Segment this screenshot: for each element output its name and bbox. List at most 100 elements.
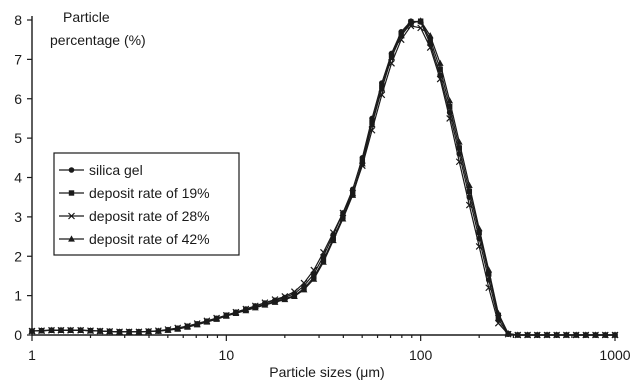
y-tick-label: 1 [14, 288, 22, 304]
data-point [48, 326, 55, 333]
data-point [426, 44, 434, 51]
y-tick-label: 3 [14, 209, 22, 225]
data-point [368, 120, 376, 127]
data-point [475, 225, 483, 232]
data-point [494, 309, 502, 316]
data-point [417, 17, 425, 24]
data-point [437, 66, 443, 72]
data-point [494, 319, 502, 327]
data-point [96, 327, 104, 334]
x-tick-label: 10 [219, 347, 235, 363]
legend-item: silica gel [59, 162, 143, 178]
legend-label: silica gel [89, 162, 143, 178]
data-point [135, 328, 143, 335]
data-point [407, 19, 415, 26]
data-point [213, 315, 220, 322]
data-point [427, 36, 433, 43]
data-point [77, 326, 85, 333]
legend-item: deposit rate of 42% [59, 231, 210, 247]
data-point [174, 325, 182, 332]
data-point [87, 327, 94, 334]
legend-label: deposit rate of 42% [89, 231, 210, 247]
data-point [222, 312, 230, 319]
data-point [397, 32, 405, 39]
data-point [475, 242, 483, 250]
data-point [456, 145, 462, 151]
data-point [320, 248, 327, 256]
data-point [320, 258, 327, 265]
data-point [465, 181, 473, 188]
data-point [329, 236, 337, 244]
data-point [300, 286, 308, 293]
data-point [290, 288, 298, 296]
data-point [271, 298, 279, 305]
legend-items: silica gel deposit rate of 19% deposit rat… [59, 162, 210, 247]
legend-marker [68, 190, 75, 196]
data-point [417, 24, 425, 32]
x-tick-label: 1 [28, 347, 36, 363]
data-point [38, 327, 45, 334]
data-point [436, 75, 444, 83]
data-point [290, 292, 298, 300]
data-point [310, 275, 318, 282]
data-point [339, 215, 347, 222]
y-axis-title-line-2: percentage (%) [50, 32, 146, 48]
data-point [455, 138, 463, 145]
data-point [57, 326, 65, 333]
y-tick-label: 0 [14, 327, 22, 343]
y-tick-label: 2 [14, 248, 22, 264]
legend-label: deposit rate of 19% [89, 185, 210, 201]
data-point [378, 85, 386, 92]
data-point [486, 271, 492, 277]
legend-marker [68, 235, 75, 242]
data-point [465, 201, 473, 209]
data-point [349, 191, 357, 198]
legend-label: deposit rate of 28% [89, 208, 210, 224]
data-point [446, 103, 453, 110]
data-point [106, 327, 114, 335]
legend-marker [68, 212, 75, 220]
y-tick-label: 8 [14, 12, 22, 28]
legend-item: deposit rate of 19% [59, 185, 210, 201]
data-point [261, 301, 269, 308]
y-tick-label: 5 [14, 130, 22, 146]
data-point [125, 328, 133, 335]
data-point [455, 158, 463, 166]
data-point [446, 115, 454, 122]
data-point [476, 229, 482, 236]
data-point [310, 266, 318, 274]
legend: silica gel deposit rate of 19% deposit rat… [53, 152, 240, 256]
legend-box [53, 152, 240, 256]
data-point [242, 306, 250, 314]
data-point [184, 323, 191, 330]
legend-item: deposit rate of 28% [59, 208, 210, 224]
data-point [203, 318, 211, 325]
data-point [67, 326, 75, 333]
data-point [426, 32, 434, 39]
y-tick-label: 7 [14, 51, 22, 67]
x-tick-label: 1000 [599, 347, 630, 363]
data-point [300, 279, 308, 287]
data-point [388, 53, 395, 61]
data-point [358, 160, 366, 167]
data-point [164, 326, 172, 333]
y-axis-title-line-1: Particle [63, 9, 110, 25]
data-point [232, 309, 240, 316]
data-point [446, 97, 454, 104]
x-axis-title: Particle sizes (μm) [269, 364, 384, 380]
data-point [154, 327, 162, 334]
data-point [436, 59, 444, 66]
y-tick-label: 6 [14, 91, 22, 107]
data-point [251, 304, 259, 311]
legend-marker [68, 167, 75, 173]
data-point [485, 284, 493, 292]
y-tick-label: 4 [14, 170, 22, 186]
data-point [485, 266, 493, 273]
data-point [145, 327, 152, 335]
x-tick-label: 100 [409, 347, 433, 363]
data-point [193, 321, 201, 328]
